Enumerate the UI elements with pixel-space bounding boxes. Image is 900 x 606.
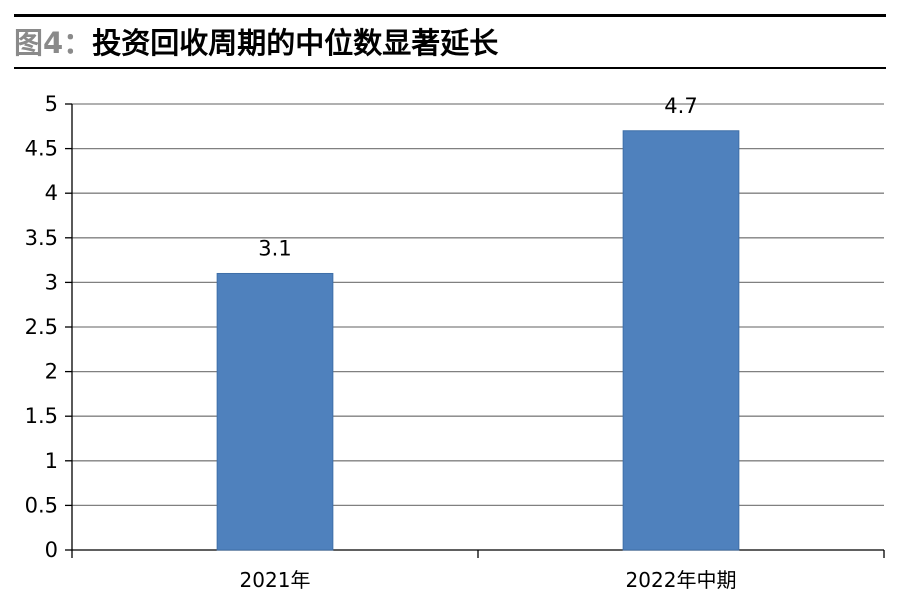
bars <box>216 130 740 551</box>
data-label: 4.7 <box>664 94 697 118</box>
y-tick-label: 2 <box>45 360 58 384</box>
figure-heading: 图4：投资回收周期的中位数显著延长 <box>14 22 498 64</box>
y-tick-labels: 0 0.5 1 1.5 2 2.5 3 3.5 4 4.5 5 <box>25 92 58 562</box>
y-tick-label: 1 <box>45 449 58 473</box>
axes <box>65 103 885 558</box>
y-tick-label: 0 <box>45 538 58 562</box>
x-tick-label: 2021年 <box>240 568 311 592</box>
data-labels: 3.1 4.7 <box>258 94 697 261</box>
y-tick-label: 1.5 <box>25 404 58 428</box>
gridlines <box>72 103 884 507</box>
y-tick-label: 4 <box>45 181 58 205</box>
header-top-rule <box>14 14 886 17</box>
y-tick-label: 3.5 <box>25 226 58 250</box>
figure-label: 图4： <box>14 26 93 60</box>
data-label: 3.1 <box>258 236 291 260</box>
y-tick-label: 5 <box>45 92 58 116</box>
chart-title: 投资回收周期的中位数显著延长 <box>92 26 499 60</box>
y-tick-label: 0.5 <box>25 493 58 517</box>
y-tick-label: 4.5 <box>25 137 58 161</box>
y-tick-label: 3 <box>45 270 58 294</box>
y-tick-label: 2.5 <box>25 315 58 339</box>
header-bottom-rule <box>14 67 886 69</box>
bar <box>216 272 334 551</box>
x-tick-labels: 2021年 2022年中期 <box>240 568 737 592</box>
bar <box>622 130 740 551</box>
x-tick-label: 2022年中期 <box>626 568 737 592</box>
